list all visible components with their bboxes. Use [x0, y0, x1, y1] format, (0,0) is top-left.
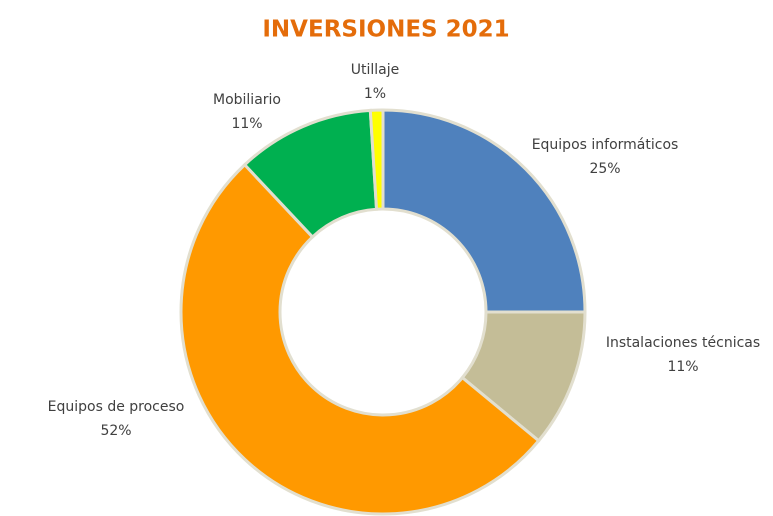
donut-slice — [179, 162, 541, 516]
donut-slice — [368, 108, 385, 211]
donut-slice — [381, 108, 587, 314]
slice-value-label: 1% — [364, 86, 386, 102]
slice-value-label: 11% — [667, 359, 698, 375]
slice-label: Equipos de proceso — [48, 399, 185, 415]
slice-label: Instalaciones técnicas — [606, 335, 760, 351]
slice-value-label: 52% — [100, 423, 131, 439]
slice-label: Utillaje — [351, 62, 400, 78]
slice-label: Mobiliario — [213, 92, 281, 108]
chart-title: INVERSIONES 2021 — [262, 17, 509, 43]
slice-value-label: 11% — [231, 116, 262, 132]
slice-value-label: 25% — [589, 161, 620, 177]
slice-label: Equipos informáticos — [532, 137, 679, 153]
